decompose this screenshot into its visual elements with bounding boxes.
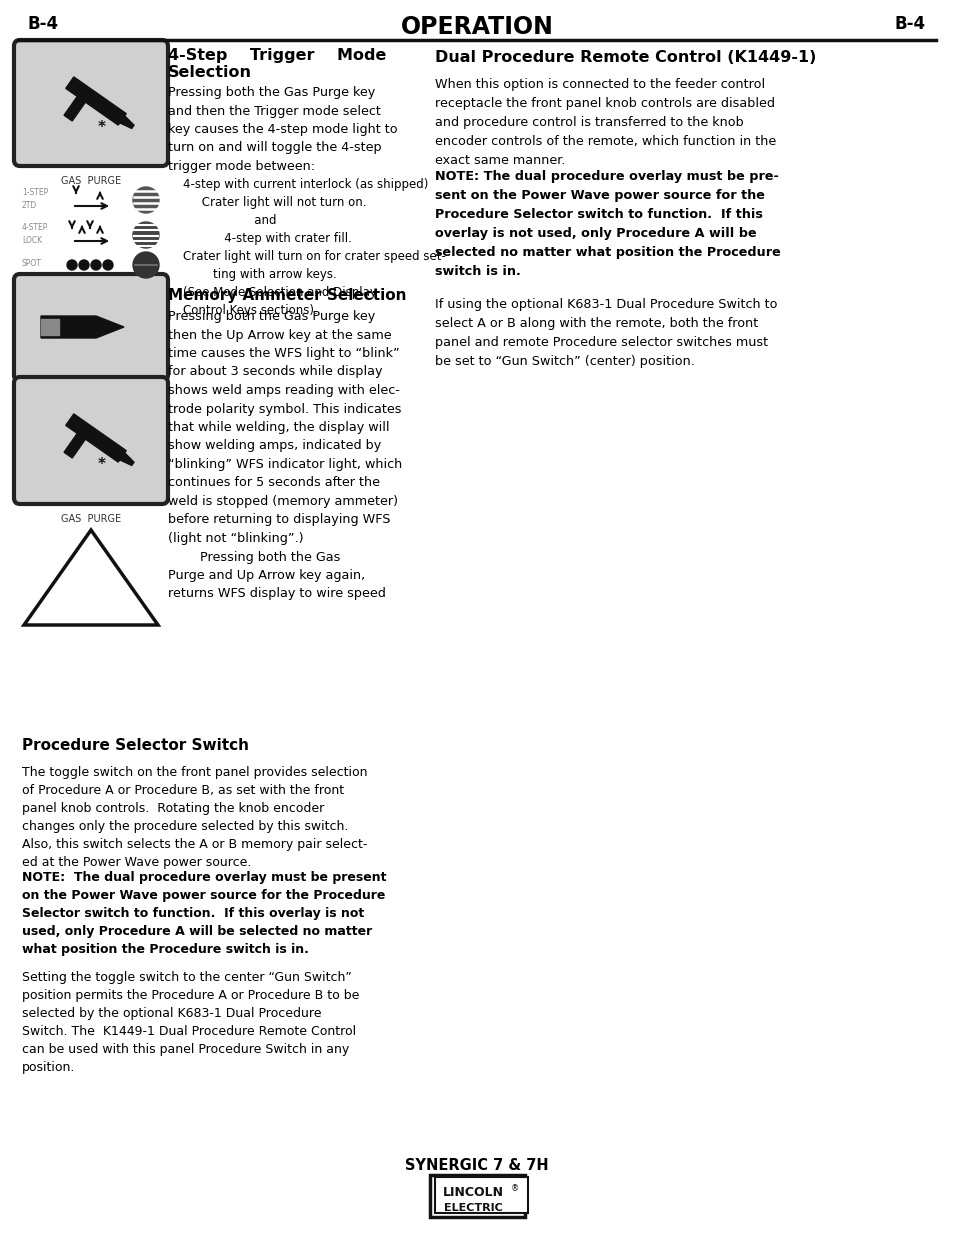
Text: B-4: B-4 [28, 15, 59, 33]
Text: NOTE: The dual procedure overlay must be pre-
sent on the Power Wave power sourc: NOTE: The dual procedure overlay must be… [435, 170, 780, 278]
Text: B-4: B-4 [894, 15, 925, 33]
Text: 1-STEP: 1-STEP [22, 188, 49, 198]
Text: ELECTRIC: ELECTRIC [443, 1203, 502, 1213]
Circle shape [91, 261, 101, 270]
Polygon shape [66, 414, 126, 462]
FancyBboxPatch shape [14, 274, 168, 382]
Text: If using the optional K683-1 Dual Procedure Switch to
select A or B along with t: If using the optional K683-1 Dual Proced… [435, 298, 777, 368]
Text: ®: ® [511, 1184, 518, 1193]
Text: The toggle switch on the front panel provides selection
of Procedure A or Proced: The toggle switch on the front panel pro… [22, 766, 367, 869]
FancyBboxPatch shape [430, 1174, 524, 1216]
Text: 4-Step    Trigger    Mode: 4-Step Trigger Mode [168, 48, 386, 63]
Text: SPOT: SPOT [22, 259, 42, 268]
Text: SYNERGIC 7 & 7H: SYNERGIC 7 & 7H [405, 1158, 548, 1173]
Text: Setting the toggle switch to the center “Gun Switch”
position permits the Proced: Setting the toggle switch to the center … [22, 971, 359, 1074]
Polygon shape [24, 530, 158, 625]
Polygon shape [116, 112, 133, 128]
FancyBboxPatch shape [14, 40, 168, 165]
Text: *: * [98, 457, 106, 472]
Text: OPERATION: OPERATION [400, 15, 553, 40]
Text: When this option is connected to the feeder control
receptacle the front panel k: When this option is connected to the fee… [435, 78, 776, 167]
Text: Pressing both the Gas Purge key
and then the Trigger mode select
key causes the : Pressing both the Gas Purge key and then… [168, 86, 397, 173]
Text: *: * [98, 120, 106, 135]
FancyBboxPatch shape [435, 1177, 527, 1213]
Text: 4-STEP: 4-STEP [22, 224, 49, 232]
Text: LOCK: LOCK [22, 236, 42, 245]
Text: Selection: Selection [168, 65, 252, 80]
FancyBboxPatch shape [14, 377, 168, 504]
Polygon shape [41, 316, 124, 338]
Polygon shape [66, 77, 126, 125]
Text: LINCOLN: LINCOLN [442, 1187, 503, 1199]
Polygon shape [64, 96, 86, 121]
Text: Memory Ammeter Selection: Memory Ammeter Selection [168, 288, 406, 303]
Text: 2TD: 2TD [22, 201, 37, 210]
Circle shape [67, 261, 77, 270]
Circle shape [103, 261, 112, 270]
Text: 4-step with current interlock (as shipped)
         Crater light will not turn o: 4-step with current interlock (as shippe… [168, 178, 445, 317]
Text: Procedure Selector Switch: Procedure Selector Switch [22, 739, 249, 753]
Polygon shape [64, 433, 86, 458]
Polygon shape [116, 450, 133, 466]
Text: GAS  PURGE: GAS PURGE [61, 514, 121, 524]
Circle shape [132, 222, 159, 248]
Text: GAS  PURGE: GAS PURGE [61, 177, 121, 186]
Polygon shape [41, 319, 59, 335]
Circle shape [132, 252, 159, 278]
Circle shape [132, 186, 159, 212]
Text: NOTE:  The dual procedure overlay must be present
on the Power Wave power source: NOTE: The dual procedure overlay must be… [22, 871, 386, 956]
Text: Dual Procedure Remote Control (K1449-1): Dual Procedure Remote Control (K1449-1) [435, 49, 816, 65]
Text: Pressing both the Gas Purge key
then the Up Arrow key at the same
time causes th: Pressing both the Gas Purge key then the… [168, 310, 402, 600]
Circle shape [79, 261, 89, 270]
